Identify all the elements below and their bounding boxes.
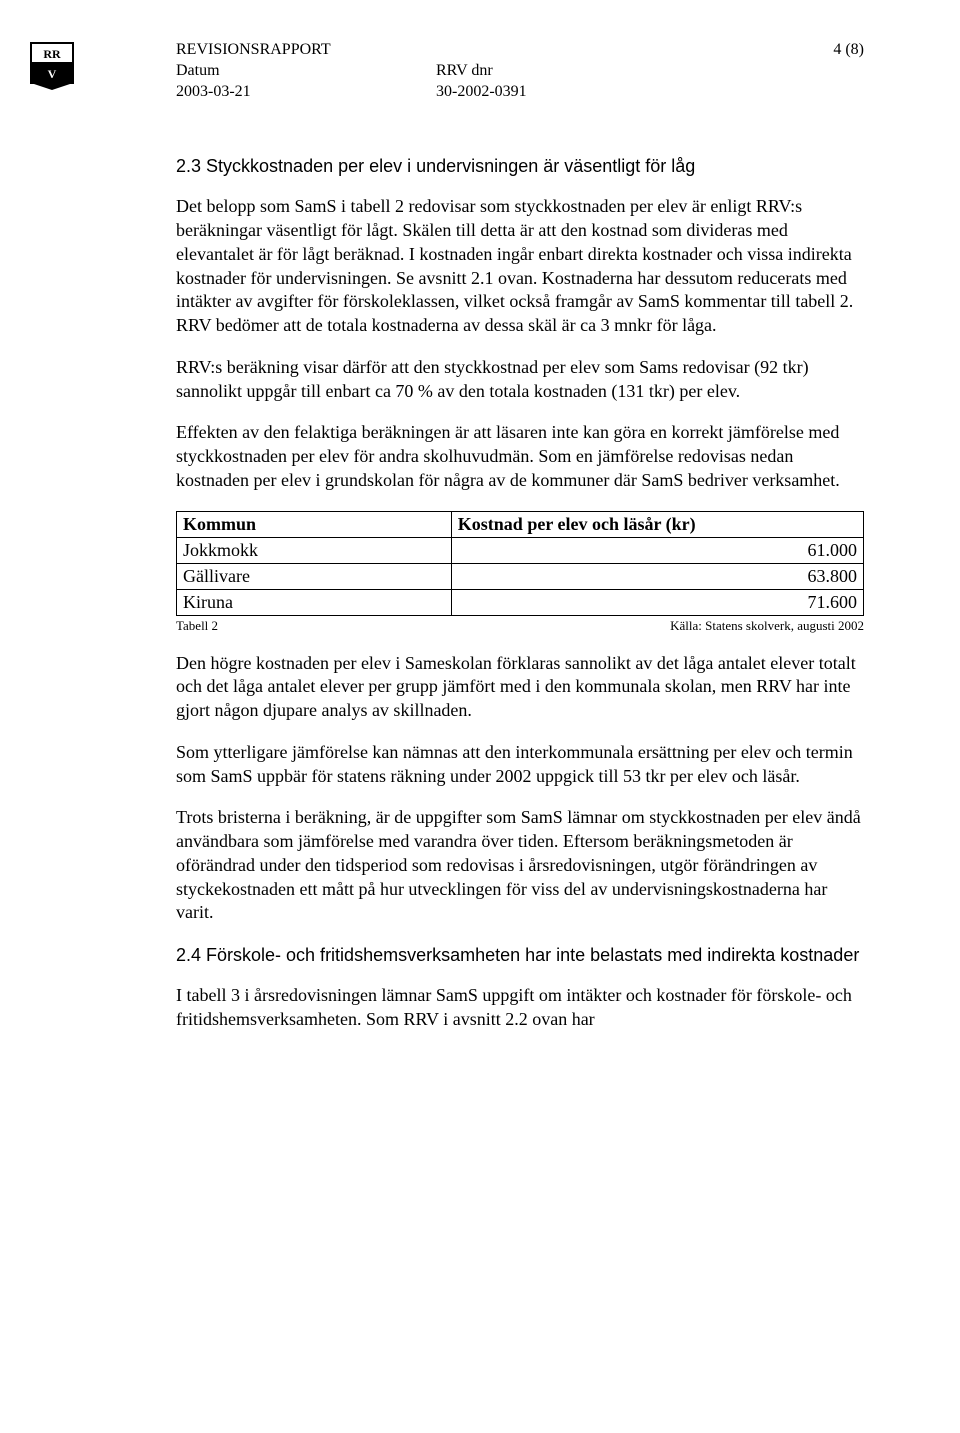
table-row: Kiruna 71.600 [177, 589, 864, 615]
body-paragraph: Den högre kostnaden per elev i Sameskola… [176, 652, 864, 723]
cost-cell: 71.600 [451, 589, 863, 615]
table-header-kommun: Kommun [177, 511, 452, 537]
table-caption-label: Tabell 2 [176, 618, 218, 634]
svg-text:V: V [48, 67, 57, 81]
report-title: REVISIONSRAPPORT [176, 40, 436, 61]
datum-value: 2003-03-21 [176, 82, 436, 103]
page-number: 4 (8) [833, 40, 864, 61]
table-header-row: Kommun Kostnad per elev och läsår (kr) [177, 511, 864, 537]
body-paragraph: I tabell 3 i årsredovisningen lämnar Sam… [176, 984, 864, 1032]
body-paragraph: Det belopp som SamS i tabell 2 redovisar… [176, 195, 864, 338]
datum-label: Datum [176, 61, 436, 82]
cost-per-kommun-table: Kommun Kostnad per elev och läsår (kr) J… [176, 511, 864, 616]
svg-text:RR: RR [43, 47, 61, 61]
section-2-3-heading: 2.3 Styckkostnaden per elev i undervisni… [176, 156, 864, 177]
section-2-4-heading: 2.4 Förskole- och fritidshemsverksamhete… [176, 945, 864, 966]
cost-cell: 61.000 [451, 537, 863, 563]
table-caption-source: Källa: Statens skolverk, augusti 2002 [670, 618, 864, 634]
rrv-logo: RR V [30, 42, 74, 90]
kommun-cell: Jokkmokk [177, 537, 452, 563]
table-row: Jokkmokk 61.000 [177, 537, 864, 563]
body-paragraph: Effekten av den felaktiga beräkningen är… [176, 421, 864, 492]
document-page: RR V REVISIONSRAPPORT 4 (8) Datum RRV dn… [0, 0, 960, 1433]
body-paragraph: RRV:s beräkning visar därför att den sty… [176, 356, 864, 404]
kommun-cell: Kiruna [177, 589, 452, 615]
dnr-value: 30-2002-0391 [436, 82, 636, 103]
table-row: Gällivare 63.800 [177, 563, 864, 589]
body-paragraph: Trots bristerna i beräkning, är de uppgi… [176, 806, 864, 925]
kommun-cell: Gällivare [177, 563, 452, 589]
table-header-cost: Kostnad per elev och läsår (kr) [451, 511, 863, 537]
document-header: REVISIONSRAPPORT 4 (8) Datum RRV dnr 200… [176, 40, 864, 102]
dnr-label: RRV dnr [436, 61, 636, 82]
cost-cell: 63.800 [451, 563, 863, 589]
body-paragraph: Som ytterligare jämförelse kan nämnas at… [176, 741, 864, 789]
table-caption: Tabell 2 Källa: Statens skolverk, august… [176, 618, 864, 634]
